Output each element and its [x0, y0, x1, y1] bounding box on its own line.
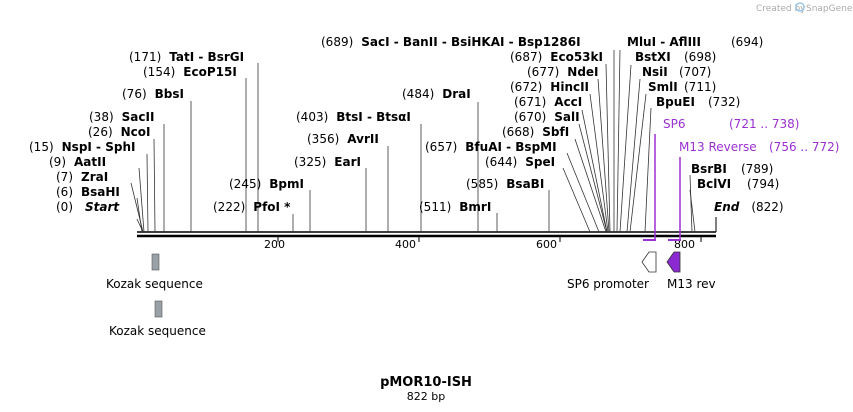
- site-pfoi[interactable]: (222) PfoI *: [213, 200, 291, 214]
- m13-rev-arrow-icon: [666, 251, 681, 273]
- site-bpuei[interactable]: BpuEI (732): [656, 95, 740, 109]
- site-bpuei-name: BpuEI: [656, 95, 695, 109]
- site-sali[interactable]: (670) SalI: [514, 110, 580, 124]
- sequence-end: End (822): [714, 200, 784, 214]
- primer-m13-name: M13 Reverse: [679, 140, 757, 154]
- site-bsahi[interactable]: (6) BsaHI: [56, 185, 120, 199]
- site-smli[interactable]: SmlI (711): [648, 80, 716, 94]
- site-ndei[interactable]: (677) NdeI: [527, 65, 599, 79]
- credit-brand: SnapGene: [806, 4, 853, 14]
- site-mlui-afliii[interactable]: MluI - AflIII (694): [627, 35, 763, 49]
- site-nsii-name: NsiI: [642, 65, 668, 79]
- plasmid-length: 822 bp: [407, 390, 445, 403]
- ruler-ticks: [277, 236, 702, 242]
- site-drai[interactable]: (484) DraI: [402, 87, 471, 101]
- site-aatii[interactable]: (9) AatII: [49, 155, 106, 169]
- site-sacii[interactable]: (38) SacII: [89, 110, 154, 124]
- primer-sp6-name: SP6: [663, 117, 686, 131]
- site-mlui-afliii-pos: (694): [731, 35, 763, 49]
- site-bstxi[interactable]: BstXI (698): [635, 50, 716, 64]
- site-bclvi-name: BclVI: [697, 177, 731, 191]
- tick-600: 600: [536, 238, 557, 251]
- primer-sp6-range: (721 .. 738): [729, 117, 799, 131]
- site-bclvi[interactable]: BclVI (794): [697, 177, 779, 191]
- snapgene-logo-icon: [795, 2, 805, 12]
- feature-sp6-promoter-label: SP6 promoter: [567, 277, 649, 291]
- feature-m13-rev-label: M13 rev: [667, 277, 716, 291]
- site-bstxi-pos: (698): [684, 50, 716, 64]
- cut-site-labels: (0) Start (6) BsaHI (7) ZraI (9) AatII (15) N…: [29, 35, 784, 214]
- feature-kozak-2-label: Kozak sequence: [109, 324, 206, 338]
- site-acci[interactable]: (671) AccI: [514, 95, 582, 109]
- sp6-promoter-arrow-icon: [641, 251, 657, 273]
- cut-site-lines: [130, 49, 696, 233]
- site-start: (0) Start: [56, 200, 120, 214]
- site-bsabi[interactable]: (585) BsaBI: [466, 177, 544, 191]
- credit-prefix: Created by: [756, 4, 806, 14]
- site-smli-pos: (711): [684, 80, 716, 94]
- site-bclvi-pos: (794): [747, 177, 779, 191]
- site-bsrbi[interactable]: BsrBI (789): [691, 162, 773, 176]
- primer-m13-range: (756 .. 772): [769, 140, 839, 154]
- tick-400: 400: [395, 238, 416, 251]
- site-bfuai-bspmi[interactable]: (657) BfuAI - BspMI: [425, 140, 557, 154]
- site-nspi-sphi[interactable]: (15) NspI - SphI: [29, 140, 135, 154]
- site-bmri[interactable]: (511) BmrI: [419, 200, 491, 214]
- site-ncoi[interactable]: (26) NcoI: [88, 125, 151, 139]
- feature-kozak-2[interactable]: Kozak sequence: [109, 300, 206, 338]
- site-eari[interactable]: (325) EarI: [294, 155, 361, 169]
- primer-sp6[interactable]: SP6 (721 .. 738): [643, 117, 799, 241]
- feature-sp6-promoter[interactable]: SP6 promoter: [567, 251, 657, 291]
- site-bstxi-name: BstXI: [635, 50, 671, 64]
- site-bsrbi-name: BsrBI: [691, 162, 727, 176]
- tick-800: 800: [674, 238, 695, 251]
- primer-m13-reverse[interactable]: M13 Reverse (756 .. 772): [668, 140, 839, 241]
- plasmid-title: pMOR10-ISH: [380, 375, 472, 390]
- site-spei[interactable]: (644) SpeI: [485, 155, 555, 169]
- site-avrii[interactable]: (356) AvrII: [307, 132, 379, 146]
- site-bpmi[interactable]: (245) BpmI: [229, 177, 304, 191]
- site-bsrbi-pos: (789): [741, 162, 773, 176]
- end-pos-value: (822): [751, 200, 783, 214]
- site-mlui-afliii-name: MluI - AflIII: [627, 35, 701, 49]
- site-tati-bsrgi[interactable]: (171) TatI - BsrGI: [129, 50, 244, 64]
- site-saci-banii-bsihkai-bsp1286i[interactable]: (689) SacI - BanII - BsiHKAI - Bsp1286I: [321, 35, 581, 49]
- site-hincii[interactable]: (672) HincII: [510, 80, 589, 94]
- site-zrai[interactable]: (7) ZraI: [56, 170, 108, 184]
- site-bpuei-pos: (732): [708, 95, 740, 109]
- site-nsii[interactable]: NsiI (707): [642, 65, 711, 79]
- sequence-backbone: [137, 231, 716, 238]
- site-ecop15i[interactable]: (154) EcoP15I: [143, 65, 237, 79]
- tick-200: 200: [264, 238, 285, 251]
- site-btsi-btsai[interactable]: (403) BtsI - BtsαI: [296, 110, 411, 124]
- site-eco53ki[interactable]: (687) Eco53kI: [510, 50, 603, 64]
- feature-kozak-1[interactable]: Kozak sequence: [106, 253, 203, 291]
- site-smli-name: SmlI: [648, 80, 678, 94]
- feature-kozak-1-label: Kozak sequence: [106, 277, 203, 291]
- site-sbfi[interactable]: (668) SbfI: [502, 125, 569, 139]
- end-label: End: [714, 200, 740, 214]
- feature-m13-rev[interactable]: M13 rev: [666, 251, 716, 291]
- site-nsii-pos: (707): [679, 65, 711, 79]
- site-bbsi[interactable]: (76) BbsI: [122, 87, 184, 101]
